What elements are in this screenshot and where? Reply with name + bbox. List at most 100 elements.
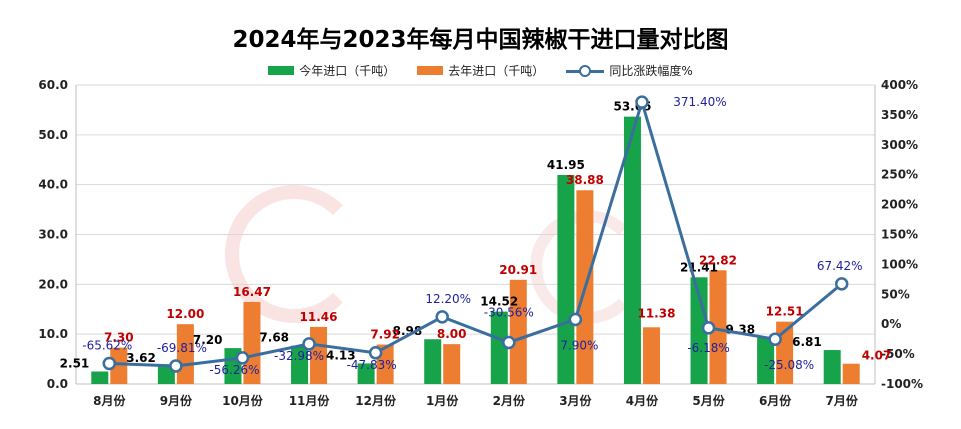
y-right-tick-label: 250% [881, 168, 918, 182]
y-right-tick-label: 100% [881, 257, 918, 271]
yoy-point [368, 346, 383, 360]
yoy-line [109, 96, 843, 368]
data-label-yoy: -47.83% [347, 358, 397, 372]
bar-last-year [642, 327, 660, 384]
chart-title: 2024年与2023年每月中国辣椒干进口量对比图 [232, 27, 729, 53]
bar-last-year [842, 363, 860, 384]
yoy-point [568, 312, 583, 327]
legend-item-yoy: 同比涨跌幅度% [566, 62, 693, 79]
legend: 今年进口（千吨） 去年进口（千吨） 同比涨跌幅度% [0, 62, 961, 79]
data-label-last-year: 7.92 [370, 328, 400, 342]
data-label-yoy: 7.90% [560, 338, 598, 352]
legend-swatch-green [268, 66, 295, 75]
yoy-point [768, 332, 782, 346]
x-tick-label: 9月份 [160, 393, 193, 408]
data-label-last-year: 22.82 [699, 253, 737, 267]
y-left-tick-label: 40.0 [38, 178, 68, 192]
legend-label: 同比涨跌幅度% [609, 64, 693, 78]
bar-this-year [557, 174, 575, 384]
y-left-tick-label: 0.0 [47, 377, 68, 391]
data-label-this-year: 4.13 [326, 348, 356, 362]
bar-this-year [823, 350, 841, 384]
bar-this-year [424, 339, 442, 384]
data-label-last-year: 12.00 [166, 307, 204, 321]
bar-this-year [490, 311, 508, 384]
data-label-yoy: -32.98% [274, 349, 324, 363]
y-left-tick-label: 60.0 [38, 78, 68, 92]
bar-this-year [757, 337, 775, 384]
yoy-point [302, 337, 316, 351]
data-label-this-year: 2.51 [60, 356, 90, 370]
y-right-tick-label: 0% [881, 317, 901, 331]
data-label-yoy: 12.20% [425, 292, 471, 306]
x-tick-label: 10月份 [222, 393, 264, 408]
data-label-yoy: -30.56% [484, 305, 534, 319]
y-left-tick-label: 50.0 [38, 128, 68, 142]
bar-this-year [157, 365, 175, 384]
bar-last-year [509, 279, 527, 384]
data-label-last-year: 38.88 [566, 173, 604, 187]
data-label-yoy: -25.08% [764, 358, 814, 372]
data-label-last-year: 16.47 [233, 285, 271, 299]
data-label-last-year: 4.07 [862, 349, 892, 363]
yoy-point [102, 356, 117, 371]
x-tick-label: 12月份 [355, 393, 397, 408]
legend-label: 去年进口（千吨） [448, 64, 545, 78]
yoy-point [435, 310, 449, 324]
data-label-this-year: 3.62 [126, 351, 156, 365]
x-tick-label: 3月份 [559, 393, 592, 408]
yoy-point [235, 351, 250, 365]
y-left-tick-label: 10.0 [38, 327, 68, 341]
x-tick-label: 2月份 [493, 393, 526, 408]
bar-last-year [243, 301, 261, 384]
data-label-last-year: 8.00 [437, 327, 467, 341]
data-label-last-year: 7.30 [104, 331, 134, 345]
yoy-point [502, 335, 516, 350]
legend-swatch-orange [417, 66, 444, 75]
x-tick-label: 1月份 [426, 393, 459, 408]
x-tick-label: 11月份 [289, 393, 331, 408]
data-label-yoy: 371.40% [673, 95, 726, 109]
y-right-tick-label: 350% [881, 108, 918, 122]
x-tick-label: 5月份 [692, 393, 725, 408]
yoy-point [834, 277, 849, 291]
data-label-yoy: -65.62% [82, 338, 132, 352]
data-label-last-year: 12.51 [766, 305, 804, 319]
y-right-tick-label: -100% [881, 377, 923, 391]
x-tick-label: 4月份 [626, 393, 659, 408]
bar-last-year [443, 344, 461, 384]
y-right-tick-label: 400% [881, 78, 918, 92]
y-right-tick-label: 300% [881, 138, 918, 152]
data-label-this-year: 7.68 [259, 331, 289, 345]
yoy-point [635, 95, 649, 109]
data-label-last-year: 11.46 [300, 310, 338, 324]
data-label-this-year: 7.20 [193, 333, 223, 347]
bar-this-year [91, 371, 109, 384]
data-label-this-year: 41.95 [547, 158, 585, 172]
x-tick-label: 7月份 [826, 393, 859, 408]
x-tick-label: 8月份 [93, 393, 126, 408]
data-label-yoy: -56.26% [209, 363, 259, 377]
legend-item-this-year: 今年进口（千吨） [268, 62, 395, 79]
x-tick-label: 6月份 [759, 393, 792, 408]
legend-item-last-year: 去年进口（千吨） [417, 62, 544, 79]
y-right-tick-label: 200% [881, 198, 918, 212]
data-label-this-year: 6.81 [792, 335, 822, 349]
bar-this-year [690, 277, 708, 384]
data-label-yoy: -69.81% [157, 341, 207, 355]
y-left-tick-label: 30.0 [38, 228, 68, 242]
bar-this-year [357, 363, 375, 384]
legend-line-marker-icon [566, 64, 605, 77]
data-label-this-year: 14.52 [480, 295, 518, 309]
y-right-tick-label: 150% [881, 228, 918, 242]
bar-this-year [623, 116, 641, 384]
bar-last-year [110, 347, 128, 384]
y-right-tick-label: 50% [881, 287, 910, 301]
data-label-this-year: 8.98 [393, 324, 423, 338]
data-label-last-year: 11.38 [637, 306, 675, 320]
y-right-tick-label: -50% [881, 347, 915, 361]
yoy-point [169, 359, 183, 373]
bar-last-year [709, 270, 727, 384]
